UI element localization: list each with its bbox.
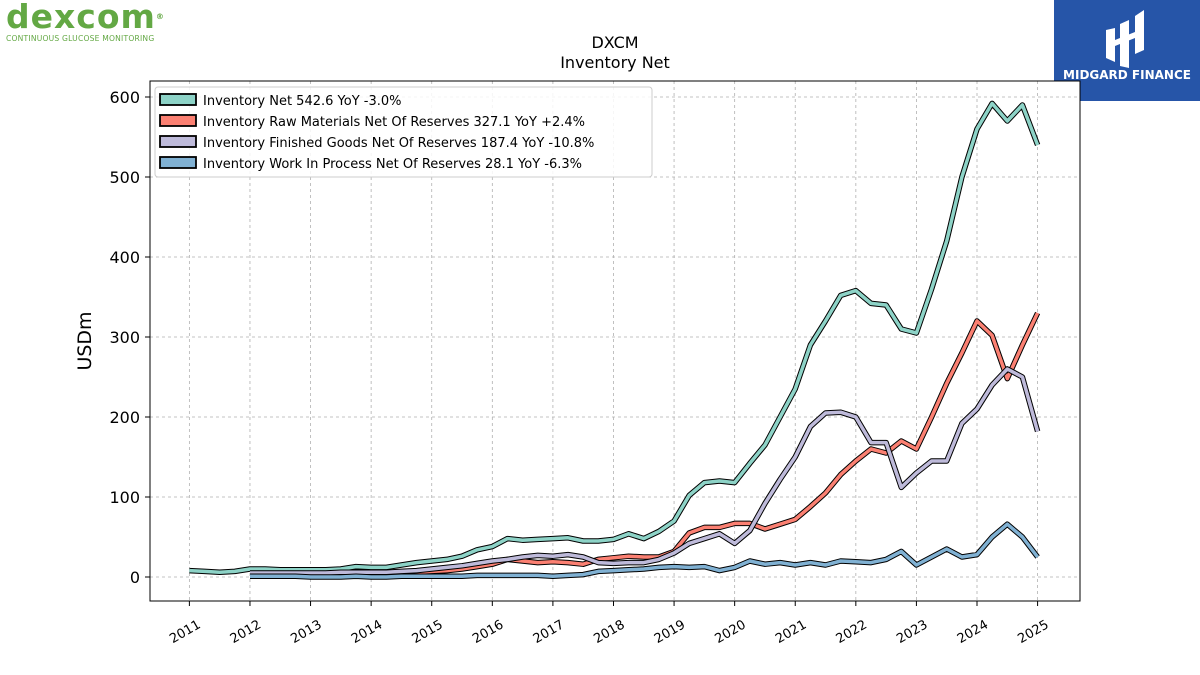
legend-swatch-2: [159, 135, 197, 148]
x-tick-label: 2024: [955, 617, 991, 647]
legend-swatch-3: [159, 156, 197, 169]
chart-title: DXCM: [591, 33, 638, 52]
dexcom-tagline: CONTINUOUS GLUCOSE MONITORING: [6, 34, 155, 43]
legend-swatch-0: [159, 93, 197, 106]
series-lines: [189, 100, 1041, 580]
x-tick-label: 2011: [167, 617, 203, 647]
x-tick-label: 2022: [834, 617, 870, 647]
y-axis-ticks: 0 100 200 300 400 500 600: [109, 88, 150, 587]
x-tick-label: 2018: [591, 617, 627, 647]
y-tick-label: 500: [109, 168, 140, 187]
legend-label-1: Inventory Raw Materials Net Of Reserves …: [203, 115, 585, 130]
registered-mark: ®: [155, 12, 165, 21]
series-line-2: [250, 367, 1040, 575]
x-tick-label: 2013: [288, 617, 324, 647]
legend-label-2: Inventory Finished Goods Net Of Reserves…: [203, 136, 594, 151]
x-tick-label: 2017: [531, 617, 567, 647]
y-tick-label: 300: [109, 328, 140, 347]
y-tick-label: 600: [109, 88, 140, 107]
x-tick-label: 2014: [349, 617, 385, 647]
x-tick-label: 2019: [652, 617, 688, 647]
x-tick-label: 2023: [894, 617, 930, 647]
x-axis-ticks: 2011 2012 2013 2014 2015 2016 2017 2018 2019 2020…: [167, 601, 1052, 647]
y-tick-label: 0: [130, 568, 140, 587]
x-tick-label: 2020: [712, 617, 748, 647]
x-tick-label: 2015: [410, 617, 446, 647]
legend-label-0: Inventory Net 542.6 YoY -3.0%: [203, 94, 402, 109]
midgard-emblem-icon: [1106, 10, 1144, 68]
legend-swatch-1: [159, 114, 197, 127]
y-tick-label: 100: [109, 488, 140, 507]
series-line-3: [250, 522, 1039, 579]
x-tick-label: 2021: [773, 617, 809, 647]
dexcom-wordmark: dexcom: [6, 0, 156, 36]
y-tick-label: 400: [109, 248, 140, 267]
plot-frame: [149, 80, 1081, 602]
legend-box: [154, 86, 653, 178]
x-tick-label: 2025: [1015, 617, 1051, 647]
series-line-0: [189, 101, 1040, 574]
y-axis-label: USDm: [74, 311, 96, 370]
legend-label-3: Inventory Work In Process Net Of Reserve…: [203, 157, 582, 172]
midgard-finance-name: MIDGARD FINANCE: [1063, 68, 1191, 82]
chart-subtitle: Inventory Net: [560, 53, 670, 72]
dexcom-logo: dexcom® CONTINUOUS GLUCOSE MONITORING: [6, 0, 186, 46]
x-tick-label: 2012: [228, 617, 264, 647]
x-tick-label: 2016: [470, 617, 506, 647]
legend: Inventory Net 542.6 YoY -3.0% Inventory R…: [154, 86, 653, 178]
y-tick-label: 200: [109, 408, 140, 427]
